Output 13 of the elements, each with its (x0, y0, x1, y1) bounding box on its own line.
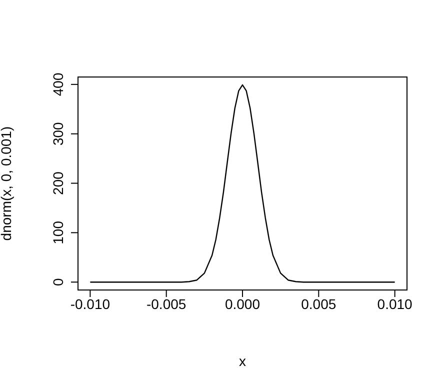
y-tick-label: 300 (50, 122, 66, 146)
y-tick-label: 0 (50, 278, 66, 286)
y-tick-label: 100 (50, 220, 66, 244)
x-tick-label: 0.010 (377, 296, 413, 312)
x-tick-label: -0.010 (70, 296, 110, 312)
line-series (90, 84, 396, 283)
y-tick-label: 400 (50, 72, 66, 96)
y-axis-title: dnorm(x, 0, 0.001) (0, 126, 14, 241)
x-axis-title: x (239, 353, 246, 369)
x-tick-label: 0.005 (301, 296, 336, 312)
x-tick-label: 0.000 (224, 296, 260, 312)
x-tick-label: -0.005 (146, 296, 186, 312)
y-tick-label: 200 (50, 171, 66, 195)
